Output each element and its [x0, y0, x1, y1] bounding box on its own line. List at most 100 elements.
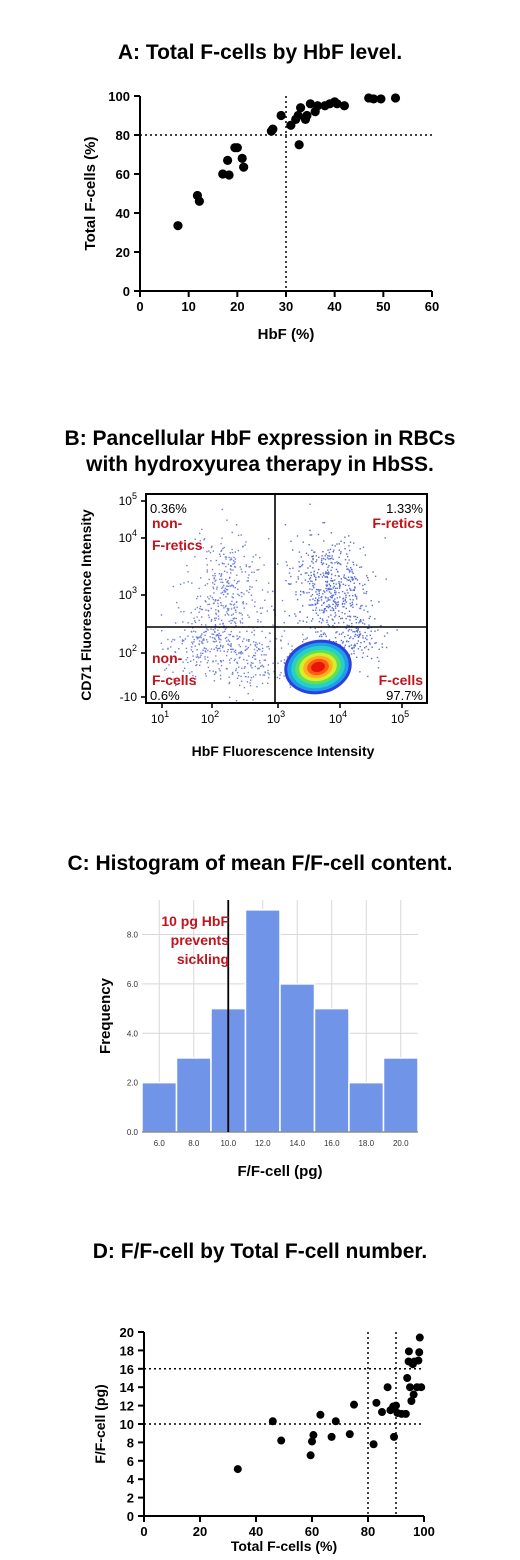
data-point [407, 1397, 416, 1405]
histogram-bar [382, 1057, 419, 1133]
panel-c-histogram: 6.0 8.0 10.0 12.0 14.0 16.0 18.0 20.0 0.0 2.0 4.0 6… [97, 900, 419, 1180]
data-point [406, 1383, 414, 1392]
x-tick-label: 102 [201, 709, 219, 726]
panel-b-title-line-1: B: Pancellular HbF expression in RBCs [64, 427, 456, 450]
y-tick-label: 4.0 [127, 1029, 139, 1038]
y-axis-title: Total F-cells (%) [82, 137, 99, 251]
x-tick-label: 20 [230, 299, 244, 314]
data-point [369, 94, 379, 104]
quadrant-lr-percent: 97.7% [386, 688, 423, 703]
data-point [332, 99, 342, 109]
data-point [305, 99, 315, 109]
y-tick-label: 20 [120, 1325, 134, 1340]
quadrant-ll-label: F-cells [152, 672, 197, 688]
x-axis-title: HbF Fluorescence Intensity [192, 743, 375, 759]
x-tick-label: 14.0 [289, 1139, 305, 1148]
panel-b-title-line-2: with hydroxyurea therapy in HbSS. [86, 453, 434, 476]
data-point [392, 1401, 400, 1410]
data-point [376, 94, 386, 104]
y-tick-label: 40 [116, 206, 130, 221]
data-point [327, 1432, 336, 1441]
data-point [239, 162, 249, 172]
histogram-bar [175, 1057, 212, 1133]
panel-d-scatter-plot: 0 20 40 60 80 100 0 2 4 6 8 10 12 14 16 18 20 Total F-cel… [92, 1325, 435, 1554]
x-tick-label: 80 [361, 1524, 375, 1539]
panel-c-title: C: Histogram of mean F/F-cell content. [67, 852, 453, 875]
panel-a-scatter-plot: 0 10 20 30 40 50 60 0 20 40 60 80 100 HbF (%) Total F-… [82, 89, 439, 343]
data-point [309, 1431, 318, 1440]
sickling-annotation: sickling [177, 951, 229, 967]
data-point [383, 1383, 392, 1392]
y-tick-label: 14 [120, 1380, 135, 1395]
x-tick-label: 20.0 [393, 1139, 409, 1148]
y-tick-label: 80 [116, 128, 130, 143]
x-tick-label: 101 [151, 709, 169, 726]
data-point [339, 101, 349, 111]
data-point [194, 196, 204, 206]
x-tick-label: 0 [140, 1524, 147, 1539]
panel-a: A: Total F-cells by HbF level. 0 10 20 30 40… [0, 0, 520, 380]
data-point [415, 1333, 424, 1342]
y-axis-title: Frequency [97, 977, 114, 1054]
sickling-annotation: 10 pg HbF [161, 913, 229, 929]
data-point [403, 1374, 412, 1382]
y-tick-label: -10 [120, 690, 138, 704]
y-tick-label: 60 [116, 167, 130, 182]
data-point [237, 153, 247, 163]
y-tick-label: 8 [127, 1435, 134, 1450]
x-tick-label: 50 [376, 299, 390, 314]
y-tick-label: 102 [119, 643, 137, 660]
data-point [409, 1390, 418, 1399]
histogram-bar [313, 1007, 350, 1133]
x-tick-label: 6.0 [154, 1139, 166, 1148]
x-axis-title: F/F-cell (pg) [238, 1163, 323, 1180]
histogram-bar [348, 1081, 385, 1133]
data-point [268, 1417, 277, 1426]
quadrant-ul-label: non- [152, 515, 183, 531]
y-tick-label: 103 [119, 585, 137, 602]
x-tick-label: 105 [391, 709, 409, 726]
data-point [296, 103, 306, 113]
quadrant-ul-percent: 0.36% [150, 501, 187, 516]
x-tick-label: 0 [136, 299, 143, 314]
data-point [390, 93, 401, 103]
x-tick-label: 60 [425, 299, 439, 314]
y-tick-label: 2 [127, 1491, 134, 1506]
y-tick-label: 6.0 [127, 980, 139, 989]
data-point [293, 110, 303, 121]
quadrant-ll-percent: 0.6% [150, 688, 180, 703]
panel-d: D: F/F-cell by Total F-cell number. 0 20 4… [0, 1235, 520, 1560]
x-tick-label: 40 [327, 299, 341, 314]
data-point [415, 1348, 424, 1357]
x-tick-label: 103 [267, 709, 285, 726]
x-tick-label: 104 [329, 709, 347, 726]
y-tick-label: 0.0 [127, 1128, 139, 1137]
x-tick-label: 8.0 [188, 1139, 200, 1148]
y-tick-label: 0 [127, 1509, 134, 1524]
histogram-bar [279, 983, 316, 1133]
x-tick-label: 30 [279, 299, 293, 314]
data-point [276, 110, 286, 121]
y-tick-label: 105 [119, 491, 137, 508]
y-tick-label: 104 [119, 528, 137, 545]
quadrant-ur-label: F-retics [372, 515, 423, 531]
x-tick-label: 10 [181, 299, 195, 314]
quadrant-lr-label: F-cells [379, 672, 424, 688]
data-point [345, 1430, 354, 1439]
data-point [369, 1440, 378, 1449]
y-tick-label: 8.0 [127, 931, 139, 940]
y-tick-label: 16 [120, 1362, 134, 1377]
y-tick-label: 6 [127, 1454, 134, 1469]
data-point [316, 1410, 325, 1419]
y-tick-label: 2.0 [127, 1079, 139, 1088]
x-tick-label: 100 [413, 1524, 435, 1539]
data-point [404, 1347, 413, 1356]
data-point [277, 1436, 286, 1445]
data-point [401, 1409, 410, 1418]
data-point [331, 1417, 340, 1426]
sickling-annotation: prevents [171, 932, 230, 948]
y-tick-label: 10 [120, 1417, 134, 1432]
x-tick-label: 60 [305, 1524, 319, 1539]
data-point [378, 1408, 386, 1417]
data-point [233, 1465, 242, 1474]
